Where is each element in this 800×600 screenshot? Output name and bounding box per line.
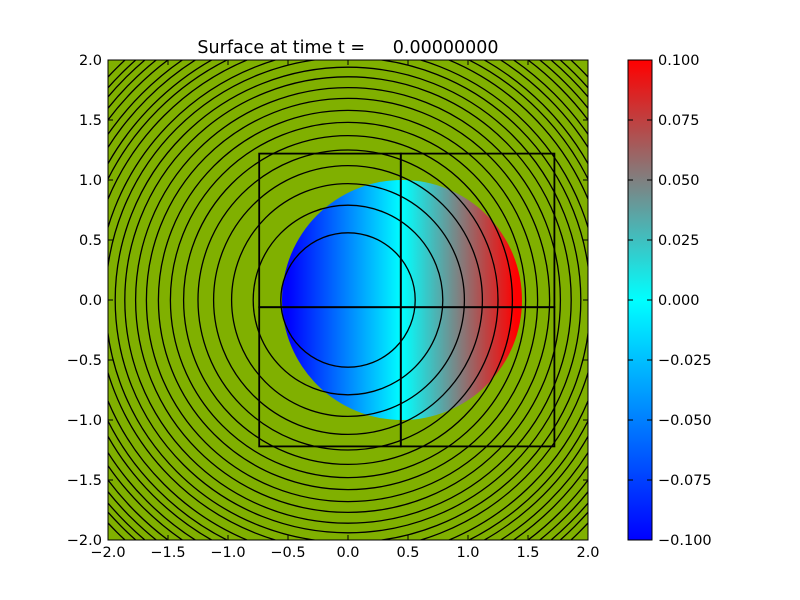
y-tick-label: 1.0 xyxy=(79,173,102,189)
x-tick-label: −0.5 xyxy=(270,545,305,561)
contour-line xyxy=(252,204,444,396)
x-tick-label: 0.0 xyxy=(336,545,359,561)
colorbar-ticks: −0.100 −0.075 −0.050 −0.025 0.000 0.025 0.050 0… xyxy=(628,53,712,549)
x-axis: −2.0 −1.5 −1.0 −0.5 0.0 0.5 1.0 1.5 2.0 xyxy=(90,60,600,561)
contour-line xyxy=(169,121,527,479)
grid-patch xyxy=(399,152,556,309)
x-tick-label: 1.5 xyxy=(516,545,539,561)
contour-line xyxy=(157,109,539,491)
plot-area: −2.0 −1.5 −1.0 −0.5 0.0 0.5 1.0 1.5 2.0 −2.0 −1.5… xyxy=(67,53,600,561)
colorbar-tick-label: 0.075 xyxy=(658,113,700,129)
y-tick-label: −1.0 xyxy=(67,413,102,429)
x-tick-label: −2.0 xyxy=(90,545,125,561)
colorbar-tick-label: 0.000 xyxy=(658,293,700,309)
surface-region xyxy=(282,180,522,420)
contour-line xyxy=(212,164,484,436)
contour-line xyxy=(197,149,499,451)
y-tick-label: 1.5 xyxy=(79,113,102,129)
contour-line xyxy=(114,66,582,534)
y-tick-label: 0.5 xyxy=(79,233,102,249)
y-tick-label: −1.5 xyxy=(67,473,102,489)
colorbar-tick-label: 0.025 xyxy=(658,233,700,249)
colorbar-tick-label: −0.025 xyxy=(658,353,712,369)
contour-lines xyxy=(108,60,588,540)
contour-line xyxy=(182,134,514,466)
contour-line xyxy=(134,86,562,514)
contour-line xyxy=(145,97,551,503)
contour-line xyxy=(124,76,572,524)
y-tick-label: 2.0 xyxy=(79,53,102,69)
x-tick-label: 0.5 xyxy=(396,545,419,561)
colorbar-tick-label: 0.050 xyxy=(658,173,700,189)
y-tick-label: −0.5 xyxy=(67,353,102,369)
y-tick-label: 0.0 xyxy=(79,293,102,309)
x-tick-label: −1.5 xyxy=(150,545,185,561)
x-tick-label: −1.0 xyxy=(210,545,245,561)
grid-patches xyxy=(258,152,556,448)
x-tick-label: 2.0 xyxy=(576,545,599,561)
colorbar-tick-label: 0.100 xyxy=(658,53,700,69)
colorbar-tick-label: −0.100 xyxy=(658,533,712,549)
colorbar-tick-label: −0.050 xyxy=(658,413,712,429)
contour-line xyxy=(230,182,466,418)
contour-line xyxy=(280,232,416,368)
chart-title: Surface at time t = 0.00000000 xyxy=(197,38,498,58)
colorbar: −0.100 −0.075 −0.050 −0.025 0.000 0.025 0.050 0… xyxy=(627,53,712,549)
y-tick-label: −2.0 xyxy=(67,533,102,549)
y-axis: −2.0 −1.5 −1.0 −0.5 0.0 0.5 1.0 1.5 2.0 xyxy=(67,53,588,549)
x-tick-label: 1.0 xyxy=(456,545,479,561)
colorbar-tick-label: −0.075 xyxy=(658,473,712,489)
